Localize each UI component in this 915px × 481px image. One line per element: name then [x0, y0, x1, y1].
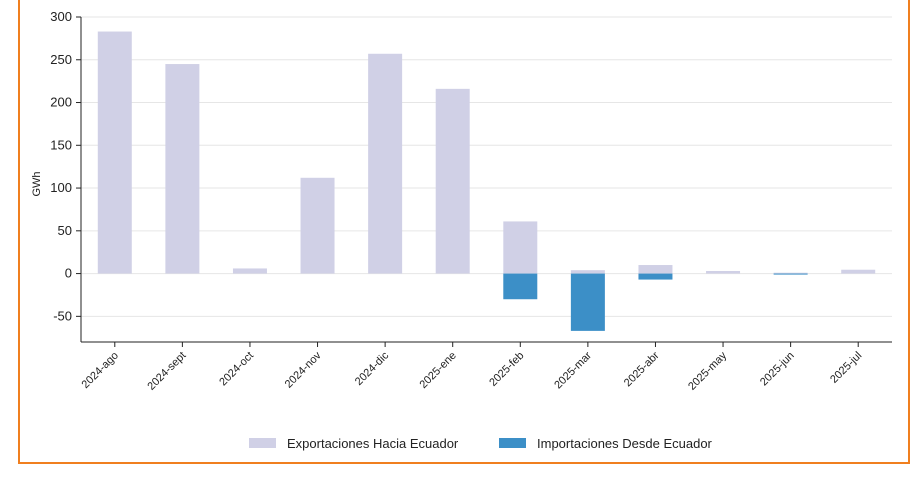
legend-swatch [499, 438, 526, 448]
export-bar-2024-sept [165, 64, 200, 274]
x-ticks: 2024-ago 2024-sept 2024-oct 2024-nov 2024-di… [80, 342, 864, 393]
y-tick-label: 250 [50, 52, 72, 67]
y-ticks: -50 0 50 100 150 200 250 300 [50, 9, 81, 323]
export-bar-2025-may [706, 271, 741, 274]
axes [80, 17, 892, 343]
legend: Exportaciones Hacia Ecuador Importaciones… [249, 436, 713, 451]
legend-label: Exportaciones Hacia Ecuador [287, 436, 459, 451]
export-bar-2024-dic [368, 53, 403, 274]
legend-swatch [249, 438, 276, 448]
export-bar-2025-mar [570, 270, 605, 274]
y-tick-label: 50 [58, 223, 72, 238]
import-bar-2025-abr [638, 273, 673, 280]
export-bar-2025-feb [503, 221, 538, 274]
x-tick-label: 2024-dic [353, 349, 392, 388]
x-tick-label: 2024-sept [145, 350, 188, 393]
x-tick-label: 2024-nov [283, 349, 324, 390]
x-tick-label: 2025-feb [487, 350, 526, 389]
bars [97, 31, 876, 331]
y-tick-label: 200 [50, 95, 72, 110]
x-tick-label: 2024-ago [80, 350, 121, 391]
x-tick-label: 2025-abr [622, 349, 662, 389]
export-bar-2025-abr [638, 265, 673, 274]
export-bar-2024-nov [300, 177, 335, 274]
y-tick-label: -50 [53, 308, 72, 323]
x-tick-label: 2025-jul [828, 350, 864, 386]
export-bar-2024-ago [97, 31, 132, 274]
x-tick-label: 2024-oct [217, 350, 256, 389]
gridlines [81, 16, 892, 317]
y-tick-label: 0 [65, 266, 72, 281]
import-bar-2025-mar [570, 273, 605, 331]
x-tick-label: 2025-mar [552, 349, 594, 391]
export-bar-2025-jul [841, 269, 876, 274]
x-tick-label: 2025-jun [758, 350, 797, 389]
y-tick-label: 100 [50, 180, 72, 195]
y-tick-label: 150 [50, 137, 72, 152]
export-bar-2025-ene [435, 88, 470, 274]
import-bar-2025-feb [503, 273, 538, 300]
y-axis-label: GWh [31, 171, 43, 196]
import-bar-2025-jun [773, 273, 808, 275]
legend-label: Importaciones Desde Ecuador [537, 436, 713, 451]
y-tick-label: 300 [50, 9, 72, 24]
export-bar-2025-jun [773, 272, 808, 274]
x-tick-label: 2025-ene [417, 350, 458, 391]
x-tick-label: 2025-may [686, 349, 729, 392]
export-bar-2024-oct [232, 268, 267, 274]
